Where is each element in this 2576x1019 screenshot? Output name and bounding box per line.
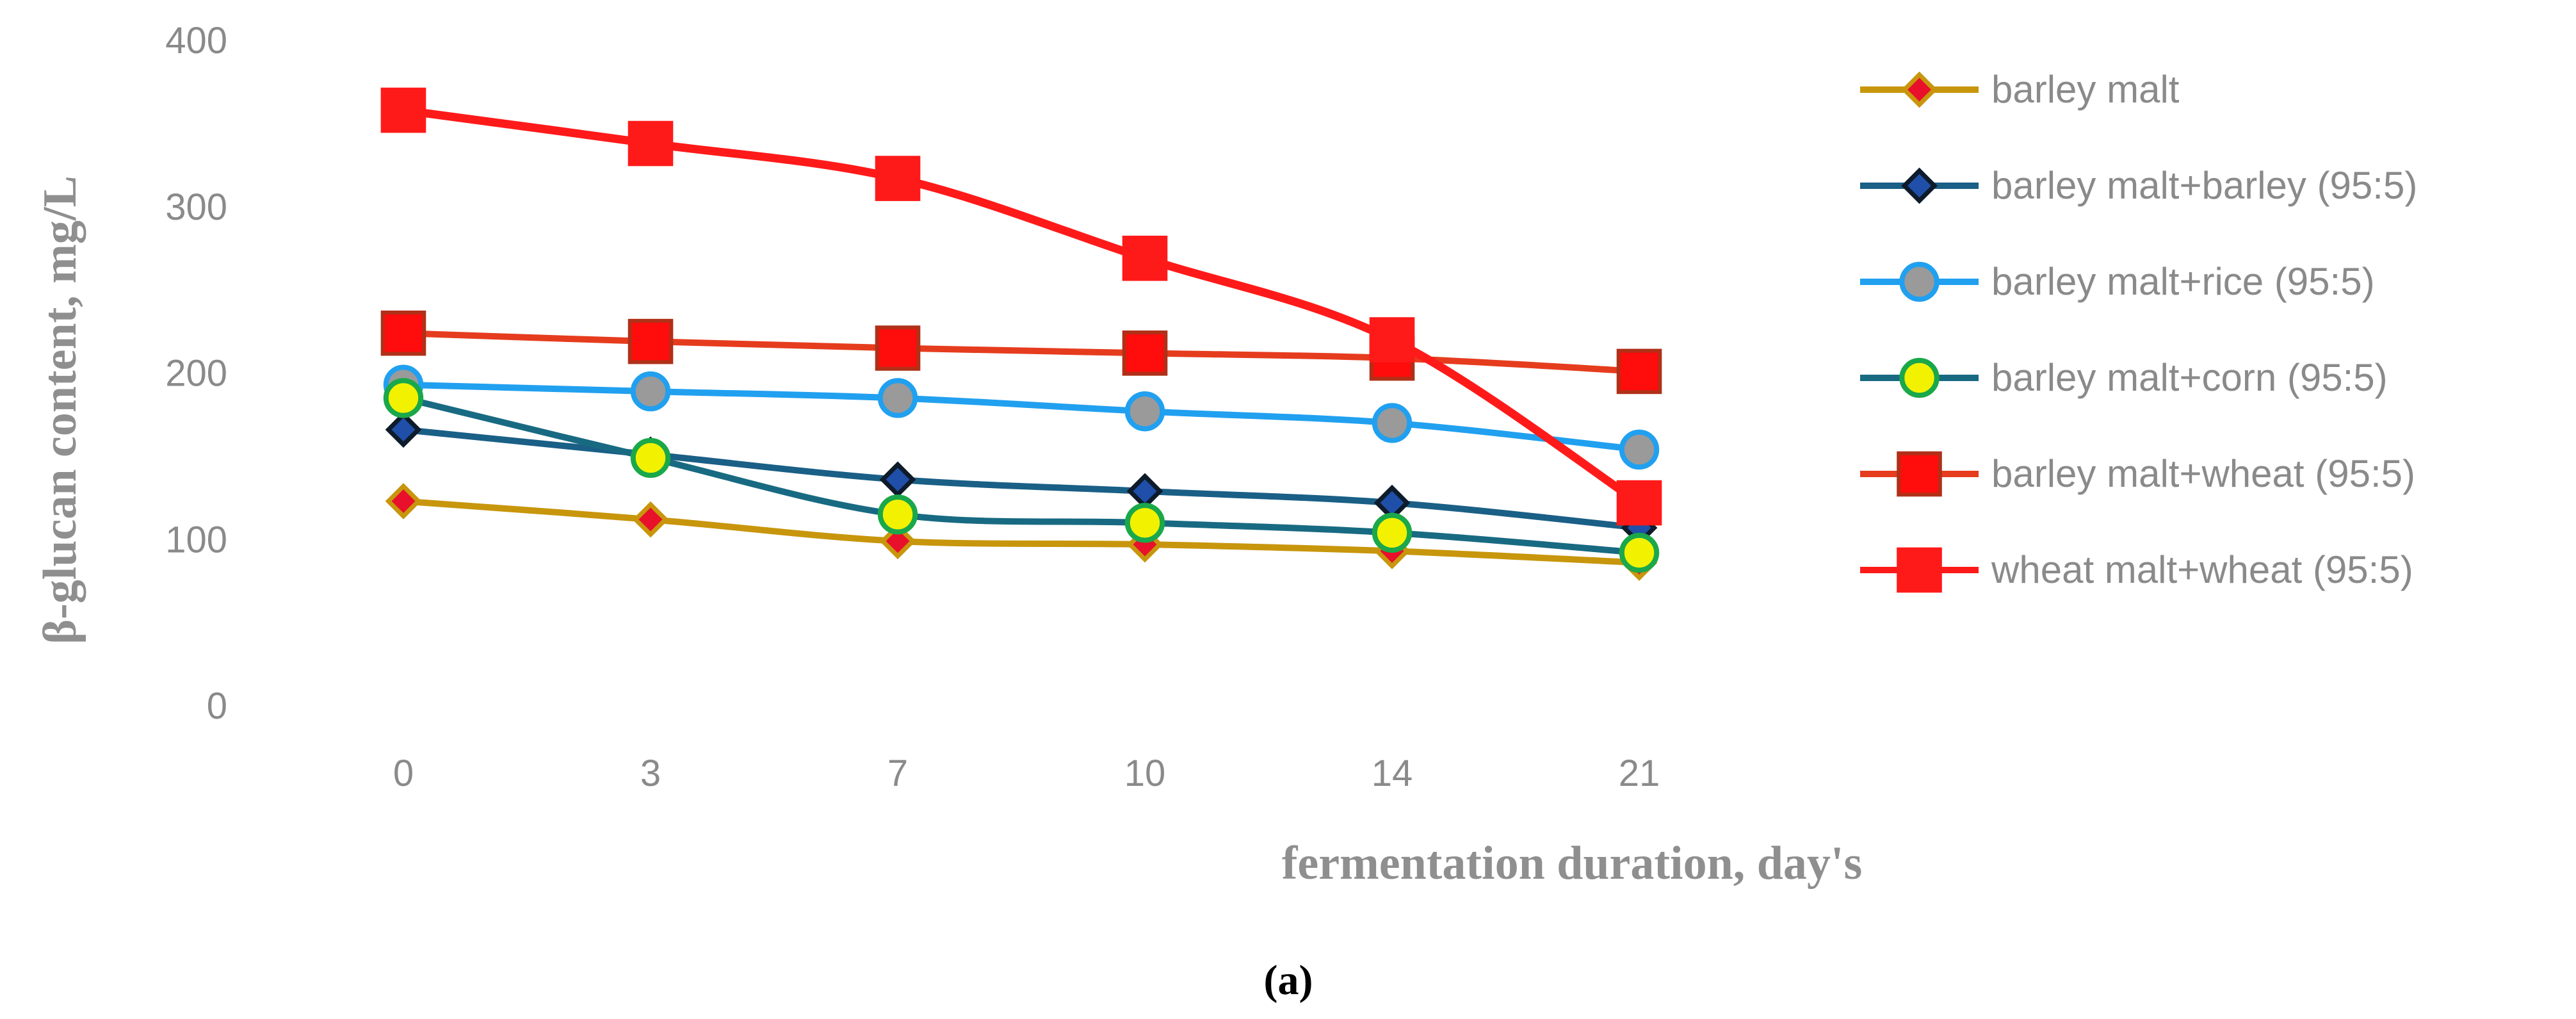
series-6 — [380, 87, 1662, 526]
data-point — [1372, 512, 1413, 553]
legend: barley malt barley malt+barley (95:5) barl… — [1860, 68, 2417, 593]
x-tick-label: 21 — [1619, 753, 1660, 794]
x-tick-label: 7 — [887, 753, 908, 794]
legend-marker — [1897, 547, 1942, 593]
data-point — [1372, 403, 1413, 443]
data-point — [385, 483, 422, 519]
data-point — [628, 120, 674, 167]
x-axis-title: fermentation duration, day's — [1282, 837, 1863, 890]
legend-item: barley malt — [1860, 68, 2180, 111]
series-line — [400, 330, 1642, 375]
data-point — [875, 156, 921, 201]
x-tick-label: 10 — [1124, 753, 1166, 794]
x-axis-ticks: 0 3 7 10 14 21 — [393, 753, 1660, 794]
x-tick-label: 14 — [1372, 753, 1413, 794]
legend-item: wheat malt+wheat (95:5) — [1860, 547, 2413, 593]
legend-marker — [1901, 167, 1938, 204]
data-point — [877, 494, 918, 535]
data-point — [877, 378, 918, 418]
series-1 — [385, 483, 1658, 581]
series-line — [400, 395, 1642, 557]
x-tick-label: 3 — [640, 753, 661, 794]
series-line — [399, 106, 1644, 507]
data-point — [1619, 429, 1660, 470]
y-tick-label: 100 — [165, 519, 227, 560]
legend-label: barley malt+barley (95:5) — [1991, 164, 2417, 207]
data-point — [879, 461, 916, 498]
legend-label: barley malt+wheat (95:5) — [1991, 452, 2415, 495]
legend-item: barley malt+barley (95:5) — [1860, 164, 2417, 207]
data-point — [380, 87, 426, 133]
data-point — [630, 437, 671, 478]
series-3 — [383, 364, 1660, 470]
data-point — [1369, 317, 1415, 363]
legend-marker — [1897, 451, 1942, 497]
legend-label: barley malt+corn (95:5) — [1991, 356, 2388, 399]
series-line — [400, 498, 1642, 566]
data-point — [1126, 473, 1163, 510]
series-4 — [383, 378, 1660, 573]
data-point — [632, 501, 669, 538]
y-axis-title: β-glucan content, mg/L — [34, 175, 86, 644]
data-point — [1616, 348, 1662, 395]
y-tick-label: 200 — [165, 353, 227, 395]
data-point — [875, 325, 921, 371]
series-layer — [380, 87, 1662, 581]
x-tick-label: 0 — [393, 753, 414, 794]
legend-item: barley malt+rice (95:5) — [1860, 260, 2375, 303]
y-tick-label: 0 — [207, 685, 227, 727]
data-point — [879, 523, 916, 560]
legend-marker — [1899, 261, 1940, 302]
data-point — [383, 378, 424, 418]
data-point — [630, 371, 671, 412]
legend-label: barley malt — [1991, 68, 2180, 111]
data-point — [1122, 330, 1168, 376]
data-point — [1616, 480, 1662, 526]
legend-marker — [1899, 357, 1940, 398]
legend-label: barley malt+rice (95:5) — [1991, 260, 2375, 303]
y-axis-ticks: 0 100 200 300 400 — [165, 20, 227, 727]
y-tick-label: 300 — [165, 186, 227, 228]
legend-item: barley malt+corn (95:5) — [1860, 356, 2388, 399]
y-tick-label: 400 — [165, 20, 227, 61]
figure-caption: (a) — [1264, 957, 1313, 1004]
data-point — [1124, 391, 1165, 432]
series-line — [400, 381, 1642, 453]
legend-label: wheat malt+wheat (95:5) — [1991, 548, 2413, 591]
data-point — [1124, 503, 1165, 543]
data-point — [628, 318, 674, 364]
data-point — [1122, 235, 1168, 281]
data-point — [380, 310, 426, 356]
legend-marker — [1901, 71, 1938, 108]
data-point — [1619, 532, 1660, 573]
data-point — [385, 411, 422, 448]
legend-item: barley malt+wheat (95:5) — [1860, 451, 2415, 497]
